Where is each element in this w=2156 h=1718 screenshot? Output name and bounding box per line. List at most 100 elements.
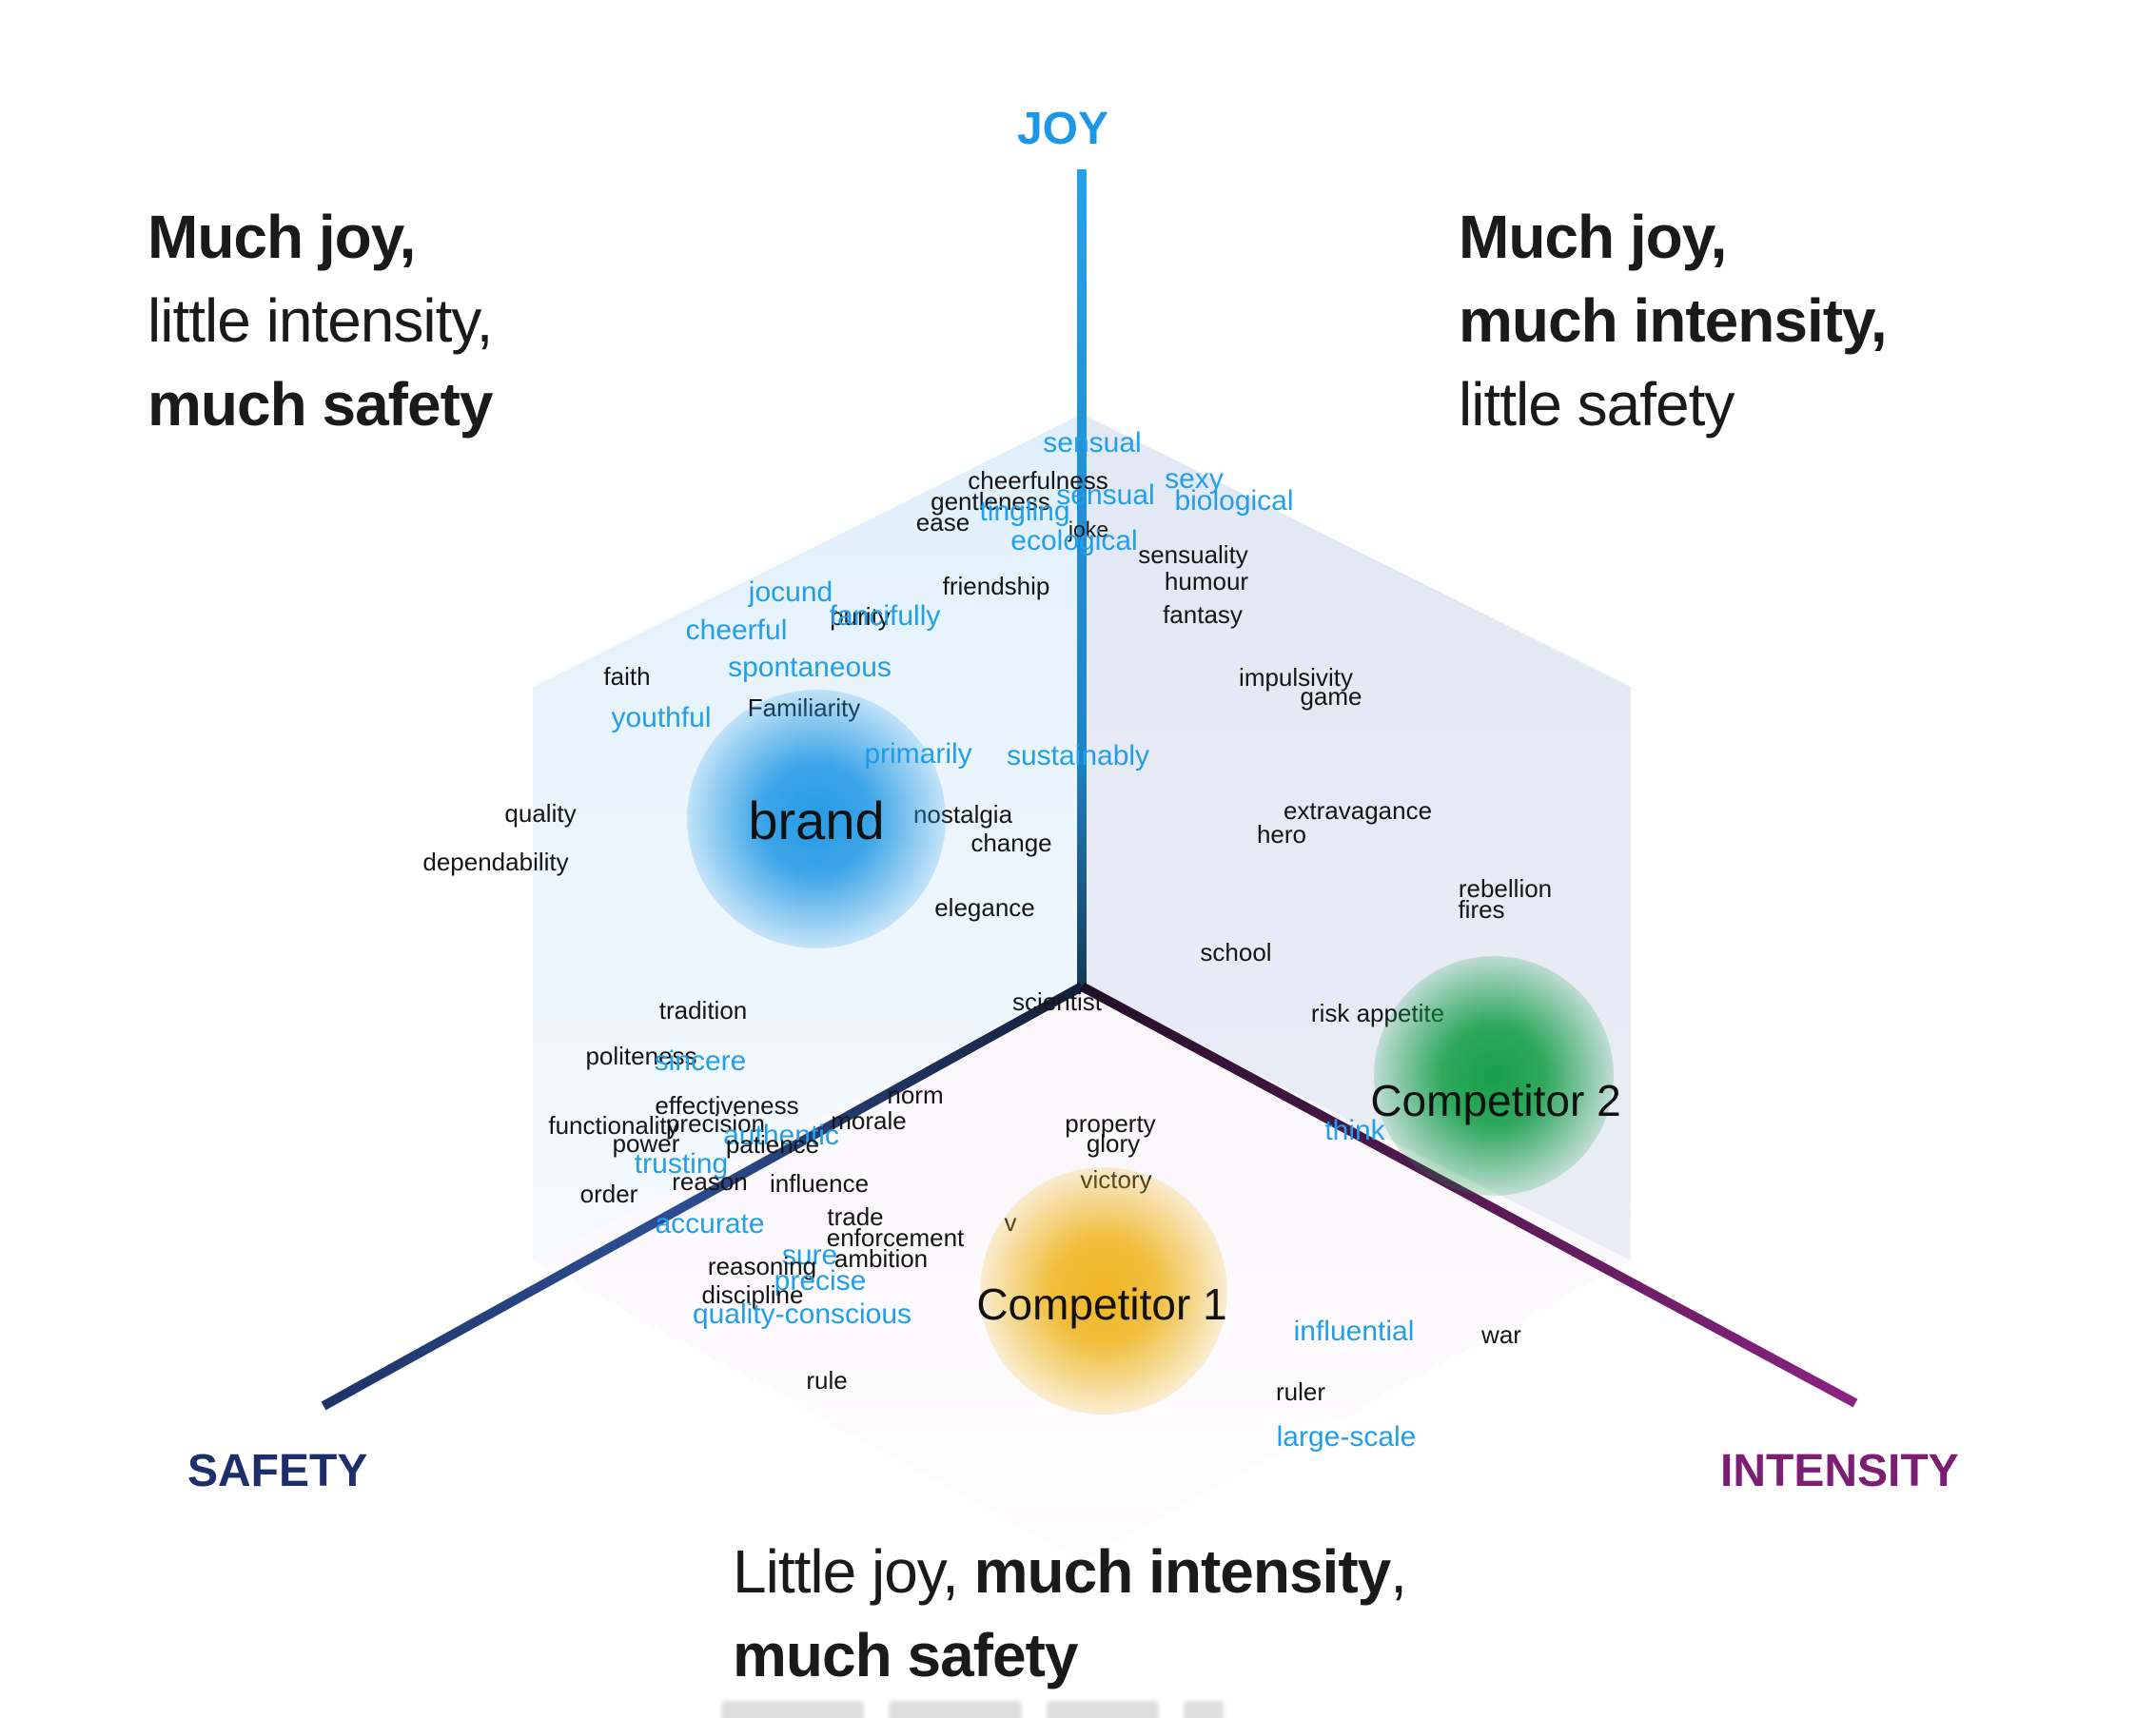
word-label: trade [827,1202,884,1231]
word-label: jocund [748,576,833,608]
word-label: accurate [655,1208,765,1240]
annotation-segment: little safety [1459,370,1735,439]
annotation-line: much intensity, [1459,279,1888,362]
word-label: functionality [548,1111,679,1140]
annotation-line: Much joy, [147,195,492,279]
word-label: cheerful [685,615,788,646]
word-label: quality [504,799,577,828]
word-label: tingling [979,496,1070,527]
safety-axis-label: SAFETY [187,1446,368,1496]
annotation-segment: Little joy, [733,1537,974,1606]
word-label: war [1481,1320,1521,1349]
annotation-line: little intensity, [147,279,493,362]
word-label: gentleness [931,487,1050,516]
word-label: discipline [701,1280,804,1309]
word-label: glory [1086,1129,1141,1158]
word-label: large-scale [1276,1421,1417,1453]
annotation-segment: much intensity, [1459,286,1888,355]
word-label: morale [831,1106,907,1135]
annotation-top-right: Much joy, much intensity, little safety [1459,195,1888,446]
word-label: joke [1068,517,1109,542]
word-label: faith [603,662,651,691]
word-label: ruler [1275,1377,1326,1406]
intensity-axis-line [1079,982,1858,1408]
word-label: biological [1174,485,1294,517]
word-label: think [1324,1115,1385,1146]
word-label: ecological [1010,525,1138,556]
word-label: reasoning [707,1252,817,1280]
word-label: scientist [1012,987,1102,1016]
brand-label: brand [748,791,885,850]
annotation-line: little safety [1459,362,1887,446]
word-label: precise [774,1265,867,1297]
word-label: youthful [611,702,712,733]
intensity-axis-label: INTENSITY [1720,1446,1959,1496]
cropped-text-fragment [721,1701,1224,1718]
annotation-segment: much intensity [973,1537,1392,1606]
word-label: extravagance [1283,796,1433,825]
annotation-segment: Much joy, [147,203,416,271]
word-label: tradition [658,996,748,1025]
word-label: order [579,1180,638,1208]
word-label: reason [672,1167,748,1196]
word-label: enforcement [826,1223,965,1252]
word-label: sincere [654,1045,747,1077]
annotation-line: Much joy, [1459,195,1887,279]
word-label: hero [1256,820,1307,849]
word-label: elegance [934,893,1035,922]
annotation-top-left: Much joy, little intensity, much safety [147,195,493,446]
word-label: effectiveness [655,1091,799,1120]
word-label: school [1200,938,1272,966]
word-label: precision [665,1109,766,1138]
word-label: dependability [422,848,569,876]
word-label: authentic [723,1120,839,1151]
word-label: ease [915,508,970,537]
word-label: friendship [942,572,1050,600]
word-label: influence [769,1169,870,1198]
word-label: game [1300,682,1362,711]
word-label: sensual [1056,479,1155,511]
word-label: power [612,1129,680,1158]
word-label: quality-conscious [692,1298,912,1330]
word-label: rebellion [1458,874,1553,903]
word-label: purity [830,602,891,631]
word-label: sexy [1165,463,1224,495]
joy-axis-label: JOY [1016,104,1109,154]
word-label: sensual [1043,427,1142,459]
word-label: rule [806,1366,848,1395]
word-label: sure [781,1240,838,1271]
annotation-segment: little intensity, [147,286,493,355]
word-label: spontaneous [728,652,892,683]
word-label: patience [725,1130,820,1159]
brand-bubble [687,690,946,948]
word-label: ambition [833,1244,929,1273]
annotation-segment: Much joy, [1459,203,1727,271]
word-label: fancifully [829,600,941,632]
word-label: trusting [634,1148,729,1180]
word-label: influential [1293,1316,1415,1347]
word-label: fantasy [1163,600,1243,629]
annotation-segment: much safety [733,1621,1078,1689]
word-label: sustainably [1006,740,1150,771]
annotation-segment: much safety [147,370,493,439]
word-label: sensuality [1138,540,1248,569]
word-label: cheerfulness [968,466,1108,495]
word-label: fires [1458,895,1505,924]
competitor-1-bubble [980,1167,1227,1415]
word-label: politeness [585,1042,697,1070]
word-label: change [970,829,1052,857]
word-label: property [1065,1109,1156,1138]
safety-axis-line [321,982,1085,1411]
word-label: humour [1164,567,1249,595]
word-label: impulsivity [1239,663,1353,692]
annotation-bottom: Little joy, much intensity, much safety [733,1530,1407,1697]
annotation-segment: , [1390,1537,1407,1606]
annotation-line: much safety [147,362,493,446]
word-label: norm [887,1081,944,1109]
annotation-line: much safety [733,1613,1406,1697]
competitor-2-bubble [1374,956,1614,1196]
competitor-1-label: Competitor 1 [976,1279,1227,1329]
competitor-2-label: Competitor 2 [1370,1076,1621,1125]
